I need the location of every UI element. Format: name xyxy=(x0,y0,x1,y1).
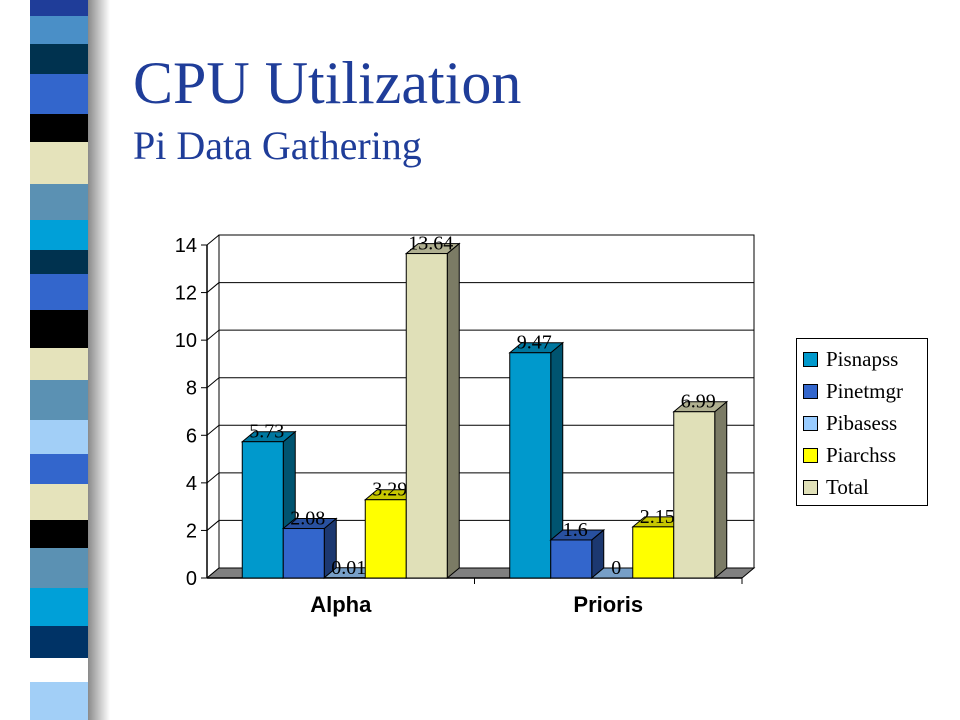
stripe-segment xyxy=(30,310,88,348)
gridline-depth xyxy=(206,282,220,293)
bar-side xyxy=(446,242,460,580)
stripe-segment xyxy=(30,74,88,114)
data-label: 3.29 xyxy=(372,479,407,501)
stripe-segment xyxy=(30,626,88,658)
legend-item: Total xyxy=(803,471,921,503)
x-category-label: Prioris xyxy=(573,592,643,617)
gridline-depth xyxy=(206,472,220,484)
bar xyxy=(282,528,325,579)
y-tick-label: 8 xyxy=(186,378,197,400)
stripe-segment xyxy=(30,348,88,380)
gridline-depth xyxy=(206,377,220,389)
stripe-segment xyxy=(30,250,88,274)
slide-title: CPU Utilization xyxy=(133,50,522,116)
stripe-segment xyxy=(30,682,88,720)
y-tick-label: 6 xyxy=(186,425,197,447)
legend-item: Pisnapss xyxy=(803,343,921,375)
bar xyxy=(550,539,593,579)
y-tick-label: 0 xyxy=(186,568,197,590)
legend-swatch xyxy=(803,415,818,431)
data-label: 2.08 xyxy=(290,508,325,530)
bar xyxy=(632,526,675,579)
stripe-segment xyxy=(30,44,88,74)
bar xyxy=(509,352,552,579)
legend-swatch xyxy=(803,383,818,399)
decorative-stripe xyxy=(30,0,100,720)
legend-label: Pisnapss xyxy=(826,346,899,371)
stripe-segment xyxy=(30,114,88,142)
legend-label: Piarchss xyxy=(826,442,896,467)
bar xyxy=(241,441,284,579)
stripe-segment xyxy=(30,0,88,16)
y-tick-label: 4 xyxy=(186,473,197,495)
bar-side xyxy=(714,400,728,580)
gridline-depth xyxy=(206,424,220,436)
data-label: 13.64 xyxy=(408,233,453,255)
legend-label: Pibasess xyxy=(826,410,898,435)
stripe-segment xyxy=(30,16,88,44)
bar xyxy=(364,499,407,579)
stripe-segment xyxy=(30,420,88,454)
data-label: 2.15 xyxy=(640,506,675,528)
stripe-segment xyxy=(30,520,88,548)
stripe-segment xyxy=(30,588,88,626)
chart-legend: Pisnapss Pinetmgr Pibasess Piarchss Total xyxy=(796,338,928,506)
data-label: 0 xyxy=(611,557,621,579)
slide-subtitle: Pi Data Gathering xyxy=(133,123,422,168)
bar xyxy=(673,411,716,579)
bar xyxy=(405,253,448,579)
data-label: 0.01 xyxy=(331,557,366,579)
legend-label: Pinetmgr xyxy=(826,378,903,403)
legend-label: Total xyxy=(826,474,869,499)
x-category-label: Alpha xyxy=(310,592,372,617)
y-tick-label: 12 xyxy=(175,283,197,305)
stripe-segment xyxy=(30,220,88,250)
legend-item: Piarchss xyxy=(803,439,921,471)
gridline-depth xyxy=(206,234,220,246)
y-tick-label: 14 xyxy=(175,235,197,257)
stripe-segment xyxy=(30,142,88,184)
legend-swatch xyxy=(803,351,818,367)
gridline-depth xyxy=(206,520,220,531)
data-label: 6.99 xyxy=(681,391,716,413)
stripe-segment xyxy=(30,658,88,682)
stripe-segment xyxy=(30,454,88,484)
stripe-segment xyxy=(30,380,88,420)
stripe-segment xyxy=(30,484,88,520)
y-tick-label: 10 xyxy=(175,330,197,352)
data-label: 9.47 xyxy=(517,332,552,354)
legend-swatch xyxy=(803,479,818,495)
legend-item: Pinetmgr xyxy=(803,375,921,407)
legend-swatch xyxy=(803,447,818,463)
stripe-segment xyxy=(30,548,88,588)
gridline-depth xyxy=(206,329,220,341)
legend-item: Pibasess xyxy=(803,407,921,439)
stripe-segment xyxy=(30,274,88,310)
y-tick-label: 2 xyxy=(186,520,197,542)
stripe-segment xyxy=(30,184,88,220)
data-label: 1.6 xyxy=(563,519,588,541)
stripe-shadow xyxy=(88,0,110,720)
data-label: 5.73 xyxy=(249,421,284,443)
